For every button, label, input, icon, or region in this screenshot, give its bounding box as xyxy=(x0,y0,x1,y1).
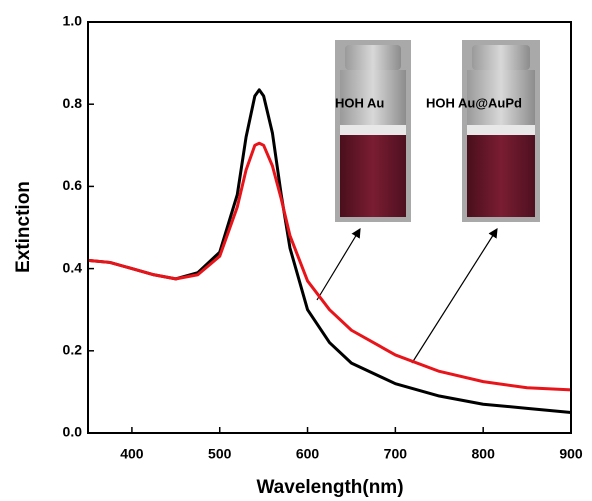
y-tick-label: 0.2 xyxy=(63,342,83,358)
x-tick-label: 400 xyxy=(120,446,144,462)
plot-frame xyxy=(87,21,572,434)
series-line xyxy=(87,141,572,392)
x-tick-label: 500 xyxy=(208,446,232,462)
annotation: HOH Au xyxy=(335,95,384,110)
arrow xyxy=(411,227,498,364)
x-tick-label: 700 xyxy=(384,446,408,462)
x-axis-title: Wavelength(nm) xyxy=(256,477,403,498)
y-tick-label: 0.0 xyxy=(63,424,83,440)
x-tick-label: 800 xyxy=(472,446,496,462)
x-tick-label: 600 xyxy=(296,446,320,462)
y-tick-label: 0.8 xyxy=(63,95,83,111)
annotation: HOH Au@AuPd xyxy=(426,95,522,110)
arrow xyxy=(316,227,361,301)
y-axis-title: Extinction xyxy=(13,181,34,273)
vial-photo xyxy=(335,40,411,222)
y-tick-label: 0.4 xyxy=(63,259,83,275)
x-tick-label: 900 xyxy=(559,446,583,462)
y-tick-label: 1.0 xyxy=(63,13,83,29)
vial-photo xyxy=(462,40,540,222)
y-tick-label: 0.6 xyxy=(63,177,83,193)
